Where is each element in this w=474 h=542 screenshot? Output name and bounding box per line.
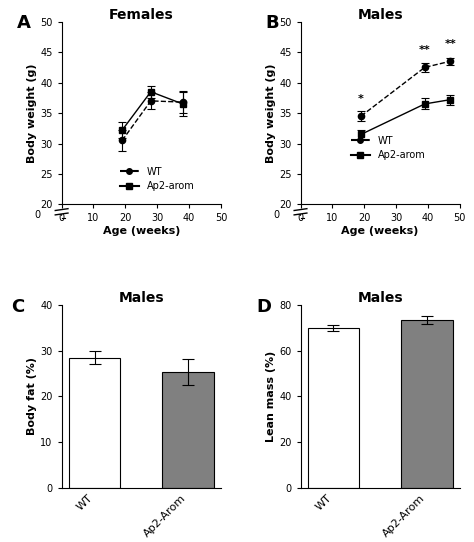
Y-axis label: Lean mass (%): Lean mass (%)	[266, 351, 276, 442]
Y-axis label: Body weight (g): Body weight (g)	[266, 63, 276, 163]
Y-axis label: Body weight (g): Body weight (g)	[27, 63, 37, 163]
Title: Females: Females	[109, 8, 173, 22]
X-axis label: Age (weeks): Age (weeks)	[341, 226, 419, 236]
Text: B: B	[265, 15, 279, 33]
Text: *: *	[358, 94, 364, 104]
X-axis label: Age (weeks): Age (weeks)	[102, 226, 180, 236]
Title: Males: Males	[357, 291, 403, 305]
Text: D: D	[256, 298, 271, 315]
Text: 0: 0	[273, 210, 280, 221]
Text: A: A	[17, 15, 31, 33]
Bar	[69, 358, 120, 488]
Title: Males: Males	[357, 8, 403, 22]
Text: **: **	[419, 45, 430, 55]
Legend: WT, Ap2-arom: WT, Ap2-arom	[347, 132, 429, 164]
Bar	[162, 372, 214, 488]
Legend: WT, Ap2-arom: WT, Ap2-arom	[116, 163, 199, 195]
Y-axis label: Body fat (%): Body fat (%)	[27, 357, 37, 435]
Bar	[308, 328, 359, 488]
Bar	[401, 320, 453, 488]
Text: C: C	[10, 298, 24, 315]
Title: Males: Males	[118, 291, 164, 305]
Text: 0: 0	[35, 210, 41, 221]
Text: **: **	[444, 39, 456, 49]
